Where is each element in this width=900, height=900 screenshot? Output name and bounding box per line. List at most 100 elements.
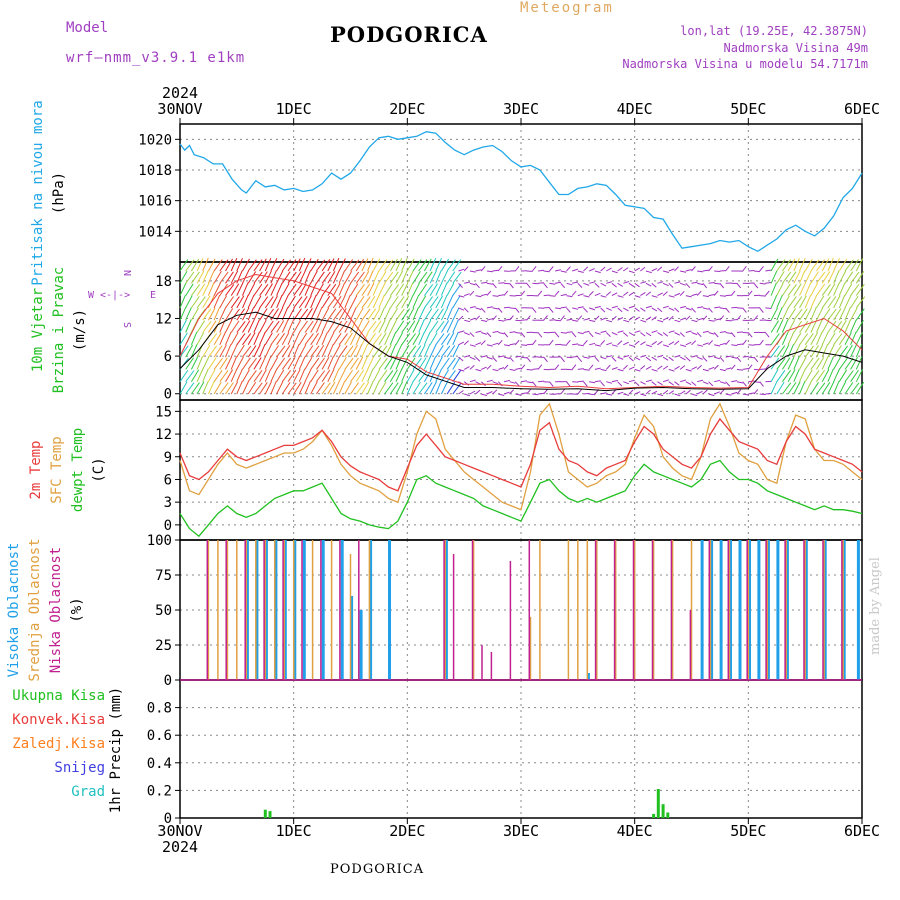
wind-barb	[196, 332, 205, 346]
panel-frame-pressure	[179, 123, 863, 263]
wind-barb	[350, 382, 360, 395]
wind-barb	[344, 332, 353, 346]
wind-barb	[315, 332, 324, 346]
wind-barb	[781, 307, 789, 321]
wind-barb	[793, 332, 802, 346]
wind-barb	[668, 356, 674, 362]
wind-barb	[202, 380, 209, 395]
wind-barb	[179, 345, 189, 358]
wind-barb	[594, 305, 601, 309]
wind-barb	[219, 357, 228, 370]
wind-barb	[514, 339, 520, 346]
y-tick-label: 0.4	[147, 756, 172, 772]
wind-barb	[332, 283, 341, 296]
wind-barb	[634, 356, 641, 361]
wind-barb	[440, 369, 450, 382]
y-tick-label: 1014	[138, 224, 172, 240]
wind-barb	[372, 380, 380, 395]
temperature-ylabel-0: 2m Temp	[28, 440, 44, 499]
precip-legend-4: Grad	[71, 784, 105, 800]
wind-barb	[298, 270, 306, 284]
wind-barb	[793, 257, 800, 272]
wind-barb	[463, 307, 469, 313]
wind-barb	[600, 266, 606, 272]
wind-barb	[332, 356, 340, 370]
wind-barb	[310, 258, 319, 272]
wind-barb	[242, 357, 251, 370]
wind-barb	[668, 341, 675, 346]
wind-barb	[850, 331, 857, 345]
precip-bar	[263, 809, 267, 818]
wind-barb	[606, 307, 612, 311]
wind-barb	[640, 307, 646, 312]
wind-barb	[458, 390, 464, 395]
wind-barb	[185, 357, 194, 370]
wind-barb	[713, 364, 719, 370]
wind-barb	[554, 290, 560, 296]
wind-barb	[538, 269, 545, 272]
wind-barb	[401, 344, 410, 358]
wind-barb	[464, 332, 470, 336]
wind-barb	[526, 389, 531, 395]
wind-barb	[589, 268, 595, 272]
wind-barb	[583, 318, 590, 321]
wind-barb	[378, 357, 388, 370]
wind-barb	[838, 307, 846, 321]
wind-barb	[679, 305, 687, 309]
wind-barb	[281, 283, 290, 296]
wind-barb	[259, 319, 267, 333]
wind-barb	[304, 320, 314, 333]
wind-barb	[668, 268, 675, 272]
precip-legend-2: Zaledj.Kisa	[12, 736, 105, 752]
wind-barb	[219, 382, 229, 395]
wind-barb	[418, 331, 425, 346]
wind-barb	[481, 393, 488, 397]
wind-barb	[685, 368, 692, 372]
wind-barb	[406, 333, 417, 346]
wind-barb	[304, 368, 312, 382]
wind-barb	[429, 332, 438, 346]
wind-barb	[480, 340, 486, 346]
wind-barb	[713, 290, 719, 296]
wind-barb	[657, 266, 663, 272]
wind-barb	[685, 295, 692, 298]
wind-barb	[844, 271, 854, 284]
wind-barb	[412, 271, 421, 284]
wind-barb	[190, 356, 199, 370]
wind-barb	[804, 381, 812, 395]
wind-barb	[702, 307, 709, 310]
wind-barb	[844, 307, 851, 321]
wind-barb	[315, 370, 326, 383]
wind-barb	[691, 355, 698, 358]
wind-barb	[537, 364, 543, 370]
wind-barb	[452, 382, 462, 395]
wind-barb	[469, 356, 476, 361]
wind-barb	[264, 368, 272, 382]
wind-barb	[464, 293, 470, 297]
wind-barb	[452, 259, 462, 272]
wind-barb	[372, 258, 381, 272]
wind-barb	[816, 307, 824, 321]
x-tick-label-bottom: 2DEC	[389, 822, 425, 840]
wind-barb	[617, 368, 624, 372]
wind-barb	[816, 295, 825, 309]
wind-barb	[264, 356, 272, 370]
wind-barb	[730, 332, 736, 338]
wind-barb	[674, 340, 680, 346]
clouds-ylabel-0: Visoka Oblacnost	[6, 543, 22, 678]
y-tick-label: 0	[164, 387, 172, 403]
wind-barb	[367, 356, 375, 370]
wind-barb	[611, 332, 618, 336]
wind-barb	[611, 356, 617, 362]
wind-barb	[423, 308, 433, 321]
wind-barb	[185, 344, 194, 358]
wind-barb	[270, 345, 280, 358]
wind-barb	[321, 271, 331, 284]
wind-barb	[679, 282, 686, 286]
wind-barb	[782, 382, 792, 395]
wind-barb	[725, 265, 730, 272]
wind-barb	[594, 292, 601, 297]
wind-barb	[560, 388, 565, 395]
wind-barb	[281, 357, 292, 370]
wind-barb	[577, 380, 584, 383]
